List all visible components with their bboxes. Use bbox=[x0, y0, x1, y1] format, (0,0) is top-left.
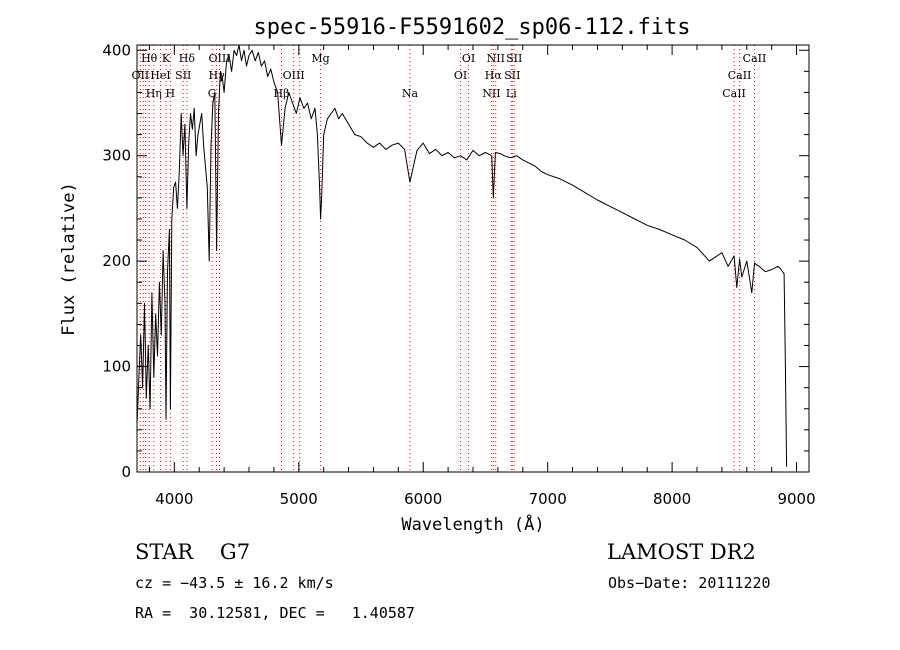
y-tick-label: 200 bbox=[102, 252, 131, 270]
line-marker-label: K bbox=[162, 52, 171, 65]
line-marker-label: OII bbox=[132, 69, 150, 82]
x-axis-label: Wavelength (Å) bbox=[401, 513, 544, 535]
y-tick-label: 100 bbox=[102, 358, 131, 376]
y-axis-label: Flux (relative) bbox=[59, 182, 79, 336]
plot-frame bbox=[136, 44, 810, 473]
line-marker-label: SII bbox=[506, 52, 522, 65]
y-tick-label: 300 bbox=[102, 147, 131, 165]
line-marker-label: OI bbox=[462, 52, 475, 65]
y-tick-label: 0 bbox=[121, 463, 131, 481]
x-tick-label: 4000 bbox=[155, 490, 193, 508]
line-marker-label: G bbox=[208, 87, 217, 100]
line-marker-label: OI bbox=[454, 69, 467, 82]
line-marker-label: Mg bbox=[311, 52, 329, 65]
line-marker-label: H bbox=[166, 87, 176, 100]
x-tick-label: 5000 bbox=[280, 490, 318, 508]
line-marker-label: SII bbox=[175, 69, 191, 82]
line-markers: OIIHθHηHeIKHSIIHδGHγOIIIHβOIIIMgNaOIOINI… bbox=[132, 45, 767, 472]
redshift-velocity: cz = −43.5 ± 16.2 km/s bbox=[135, 574, 334, 592]
line-marker-label: CaII bbox=[743, 52, 767, 65]
line-marker-label: HeI bbox=[150, 69, 170, 82]
observation-date: Obs−Date: 20111220 bbox=[608, 574, 771, 592]
line-marker-label: Hα bbox=[485, 69, 503, 82]
line-marker-label: OIII bbox=[208, 52, 230, 65]
y-tick-label: 400 bbox=[102, 41, 131, 59]
x-tick-label: 8000 bbox=[653, 490, 691, 508]
line-marker-label: OIII bbox=[283, 69, 305, 82]
x-tick-label: 6000 bbox=[404, 490, 442, 508]
sky-coordinates: RA = 30.12581, DEC = 1.40587 bbox=[135, 604, 415, 622]
spectrum-line bbox=[136, 44, 788, 467]
line-marker-label: Na bbox=[402, 87, 419, 100]
line-marker-label: Hδ bbox=[179, 52, 196, 65]
line-marker-label: NII bbox=[487, 52, 505, 65]
survey-name: LAMOST DR2 bbox=[607, 540, 756, 564]
x-tick-label: 9000 bbox=[777, 490, 815, 508]
line-marker-label: CaII bbox=[722, 87, 746, 100]
object-class: STAR G7 bbox=[135, 540, 251, 564]
x-axis: 4000 5000 6000 7000 8000 9000 bbox=[148, 45, 816, 508]
line-marker-label: CaII bbox=[728, 69, 752, 82]
line-marker-label: Hθ bbox=[141, 52, 158, 65]
line-marker-label: Hη bbox=[146, 87, 162, 100]
line-marker-label: Li bbox=[506, 87, 517, 100]
chart-title: spec-55916-F5591602_sp06-112.fits bbox=[253, 15, 690, 40]
y-axis: 0 100 200 300 400 bbox=[102, 41, 809, 481]
line-marker-label: SII bbox=[504, 69, 520, 82]
x-tick-label: 7000 bbox=[529, 490, 567, 508]
line-marker-label: NII bbox=[482, 87, 500, 100]
